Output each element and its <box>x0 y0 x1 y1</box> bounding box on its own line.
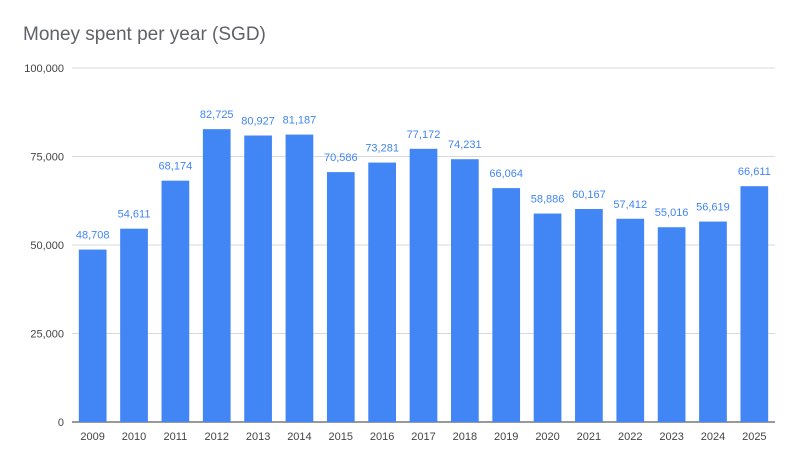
bar <box>699 221 727 422</box>
bar <box>657 227 686 422</box>
bar <box>616 218 645 422</box>
bar <box>120 228 148 422</box>
x-tick-label: 2024 <box>701 431 725 443</box>
data-label: 70,586 <box>324 152 358 164</box>
bar <box>326 172 355 422</box>
data-label: 66,611 <box>738 166 771 178</box>
data-label: 80,927 <box>241 116 275 128</box>
data-label: 60,167 <box>572 189 606 201</box>
x-tick-label: 2019 <box>494 431 518 443</box>
bar <box>368 162 397 422</box>
bar <box>492 188 521 422</box>
bar-layer <box>78 129 769 422</box>
bar <box>202 129 231 422</box>
x-tick-label: 2022 <box>618 431 642 443</box>
x-tick-label: 2009 <box>80 431 104 443</box>
data-label: 55,016 <box>655 207 689 219</box>
data-label: 77,172 <box>407 129 441 141</box>
y-tick-label: 50,000 <box>30 240 64 252</box>
bar <box>244 135 272 422</box>
x-tick-label: 2025 <box>742 431 766 443</box>
x-tick-label: 2011 <box>164 431 188 443</box>
bar <box>78 249 107 422</box>
data-label: 66,064 <box>489 168 523 180</box>
x-tick-label: 2013 <box>246 431 270 443</box>
bar <box>740 186 769 422</box>
label-layer: 48,708 54,611 68,174 82,725 80,927 81,187 70,5… <box>76 109 771 241</box>
y-tick-label: 100,000 <box>24 63 64 75</box>
data-label: 58,886 <box>531 194 565 206</box>
bar <box>533 213 562 422</box>
x-tick-label: 2014 <box>287 431 311 443</box>
data-label: 57,412 <box>613 199 647 211</box>
data-label: 48,708 <box>76 230 110 242</box>
data-label: 56,619 <box>696 202 730 214</box>
x-tick-label: 2023 <box>659 431 683 443</box>
data-label: 74,231 <box>448 139 482 151</box>
chart-title: Money spent per year (SGD) <box>23 24 266 45</box>
data-label: 82,725 <box>200 109 234 121</box>
x-tick-label: 2012 <box>204 431 228 443</box>
bar <box>575 209 603 422</box>
bar <box>409 148 438 422</box>
x-tick-label: 2015 <box>329 431 353 443</box>
x-tick-label: 2018 <box>453 431 477 443</box>
x-tick-label: 2016 <box>370 431 394 443</box>
x-tick-label: 2017 <box>411 431 435 443</box>
data-label: 54,611 <box>118 209 151 221</box>
x-tick-label: 2021 <box>577 431 601 443</box>
y-tick-label: 25,000 <box>30 329 64 341</box>
data-label: 68,174 <box>159 161 193 173</box>
y-tick-label: 0 <box>58 417 64 429</box>
data-label: 73,281 <box>365 143 399 155</box>
x-tick-label: 2020 <box>535 431 559 443</box>
bar <box>285 134 314 422</box>
x-tick-label: 2010 <box>122 431 146 443</box>
axis-layer: 0 25,000 50,000 75,000 100,000 2009 2010 2011 20… <box>24 63 766 443</box>
data-label: 81,187 <box>283 115 317 127</box>
bar <box>450 159 479 422</box>
bar <box>161 180 190 422</box>
y-tick-label: 75,000 <box>30 152 64 164</box>
